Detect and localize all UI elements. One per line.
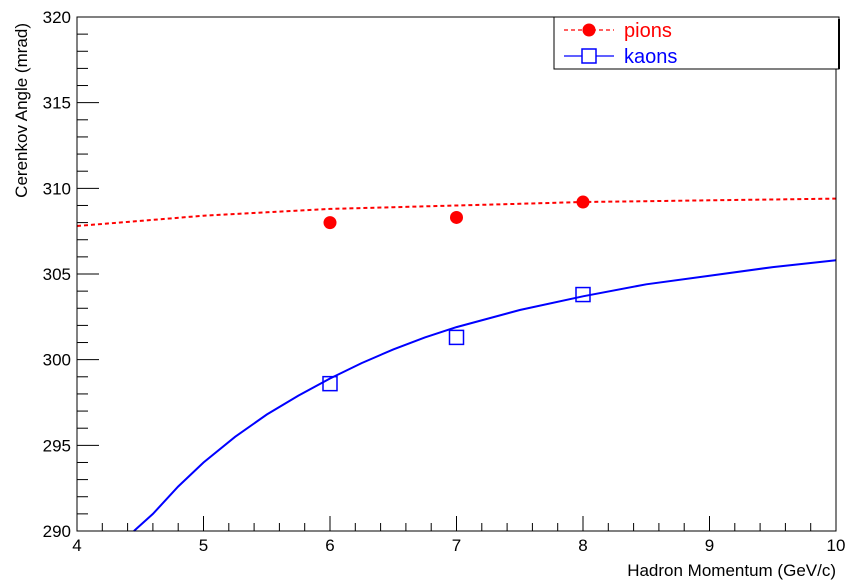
- y-tick-label: 300: [43, 351, 71, 370]
- y-tick-label: 320: [43, 8, 71, 27]
- x-tick-label: 10: [827, 536, 846, 555]
- fit-curves: [76, 197, 837, 532]
- kaons-point: [575, 286, 591, 303]
- legend: pions kaons: [553, 16, 840, 70]
- legend-kaons-marker: [581, 48, 597, 64]
- x-tick-label: 5: [199, 536, 208, 555]
- x-tick-label: 9: [705, 536, 714, 555]
- pions-point: [323, 216, 337, 230]
- legend-box: [553, 16, 840, 70]
- pions-point: [576, 195, 590, 209]
- y-tick-label: 290: [43, 522, 71, 541]
- legend-pions-marker: [582, 23, 596, 37]
- kaons-curve: [133, 259, 837, 532]
- y-tick-label: 295: [43, 436, 71, 455]
- x-axis-title: Hadron Momentum (GeV/c): [627, 561, 836, 580]
- axis-tick-labels: 4 5 6 7 8 9 10 290 295 300 305 310 315 320: [43, 8, 846, 555]
- x-tick-label: 6: [325, 536, 334, 555]
- y-tick-label: 310: [43, 179, 71, 198]
- kaons-point: [448, 329, 465, 346]
- legend-kaons-label: kaons: [624, 46, 677, 68]
- x-tick-label: 8: [578, 536, 587, 555]
- legend-pions-label: pions: [624, 20, 672, 42]
- pions-curve: [76, 197, 837, 227]
- axis-ticks: [76, 16, 837, 532]
- x-tick-label: 7: [452, 536, 461, 555]
- y-tick-label: 305: [43, 265, 71, 284]
- y-axis-title: Cerenkov Angle (mrad): [12, 23, 31, 198]
- kaons-point: [322, 375, 338, 392]
- x-tick-label: 4: [72, 536, 81, 555]
- data-markers: [322, 195, 591, 392]
- pions-point: [450, 210, 463, 224]
- y-tick-label: 315: [43, 94, 71, 113]
